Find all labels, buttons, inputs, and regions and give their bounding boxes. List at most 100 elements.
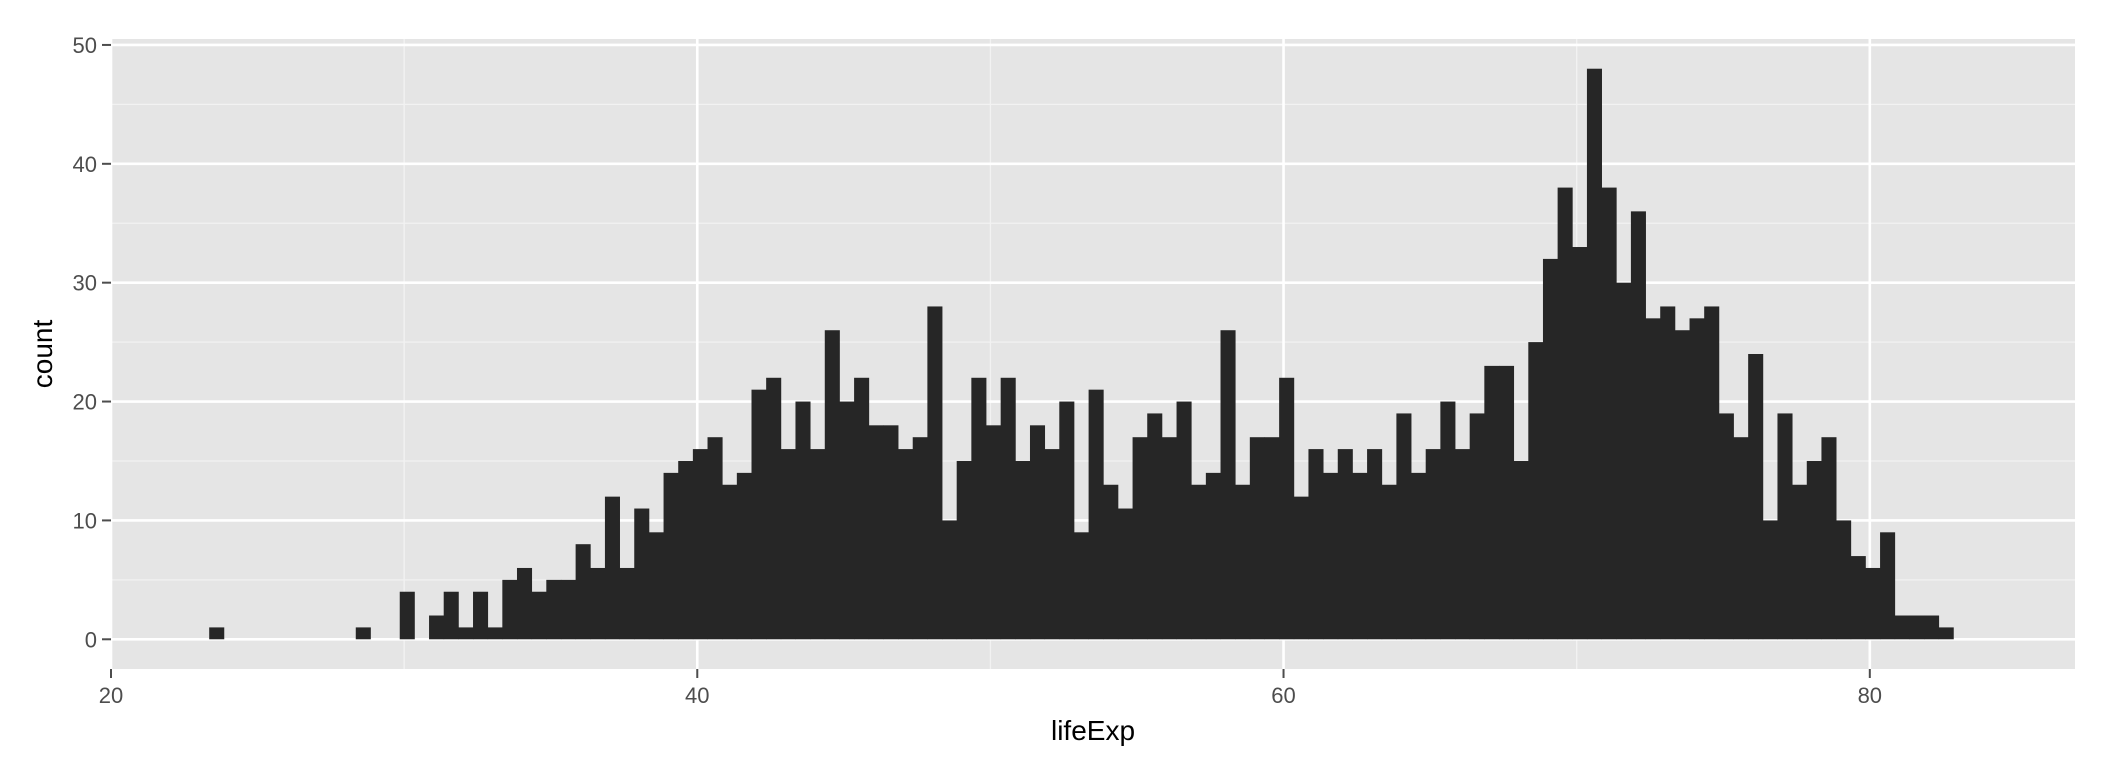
histogram-bar bbox=[1616, 282, 1632, 640]
histogram-bar bbox=[1367, 449, 1383, 640]
histogram-bar bbox=[1645, 318, 1661, 640]
histogram-bar bbox=[1103, 484, 1119, 640]
histogram-bar bbox=[1674, 330, 1690, 640]
histogram-bar bbox=[1806, 460, 1822, 640]
histogram-bar bbox=[1323, 472, 1339, 640]
histogram-bar bbox=[1029, 425, 1046, 640]
x-axis: 20 40 60 80 bbox=[99, 669, 1882, 708]
histogram-bar bbox=[751, 389, 767, 640]
x-axis-title: lifeExp bbox=[1051, 715, 1135, 746]
y-axis: 0 10 20 30 40 50 bbox=[73, 33, 111, 652]
histogram-bar bbox=[1924, 615, 1940, 640]
histogram-bar bbox=[1000, 377, 1016, 640]
histogram-bar bbox=[1498, 365, 1515, 640]
histogram-bar bbox=[1264, 437, 1280, 640]
histogram-bar bbox=[1337, 449, 1353, 640]
histogram-bar bbox=[1850, 556, 1866, 640]
histogram-bar bbox=[1220, 330, 1236, 640]
histogram-bar bbox=[1249, 437, 1265, 640]
x-tick-label: 20 bbox=[99, 683, 123, 708]
histogram-bar bbox=[927, 306, 943, 640]
histogram-bar bbox=[824, 330, 840, 640]
histogram-bar bbox=[429, 615, 445, 640]
histogram-bar bbox=[1762, 520, 1778, 640]
histogram-bar bbox=[707, 437, 723, 640]
histogram-bar bbox=[1015, 460, 1031, 640]
y-tick-label: 30 bbox=[73, 271, 97, 296]
histogram-bar bbox=[1601, 187, 1617, 640]
histogram-bar bbox=[1909, 615, 1925, 640]
histogram-bar bbox=[1777, 413, 1793, 640]
histogram-bar bbox=[1836, 520, 1852, 640]
histogram-bar bbox=[854, 377, 870, 640]
y-tick-label: 50 bbox=[73, 33, 97, 58]
histogram-bar bbox=[1293, 496, 1309, 640]
histogram-bar bbox=[942, 520, 958, 640]
histogram-bar bbox=[1352, 472, 1368, 640]
histogram-bar bbox=[810, 449, 826, 640]
histogram-bar bbox=[590, 567, 606, 640]
histogram-bar bbox=[839, 401, 855, 640]
histogram-bar bbox=[956, 460, 972, 640]
histogram-bar bbox=[1235, 484, 1251, 640]
histogram-bar bbox=[1279, 377, 1295, 640]
histogram-bar bbox=[443, 591, 459, 640]
histogram-bar bbox=[1880, 532, 1896, 640]
histogram-bar bbox=[355, 627, 371, 640]
histogram-bar bbox=[795, 401, 811, 640]
histogram-bar bbox=[1630, 211, 1646, 640]
histogram-bar bbox=[1660, 306, 1676, 640]
histogram-bar bbox=[868, 425, 884, 640]
histogram-bar bbox=[1073, 532, 1090, 640]
histogram-bar bbox=[1205, 472, 1221, 640]
histogram-bar bbox=[1088, 389, 1104, 640]
histogram-bar bbox=[912, 437, 928, 640]
histogram-bar bbox=[516, 567, 533, 640]
histogram-bar bbox=[1704, 306, 1720, 640]
histogram-bar bbox=[1381, 484, 1397, 640]
histogram-bar bbox=[648, 532, 664, 640]
histogram-bar bbox=[1308, 449, 1324, 640]
histogram-bar bbox=[1513, 460, 1529, 640]
histogram-bar bbox=[560, 579, 577, 640]
histogram-bar bbox=[1718, 413, 1734, 640]
histogram-bar bbox=[898, 449, 914, 640]
histogram-bar bbox=[458, 627, 474, 640]
histogram-bar bbox=[619, 567, 635, 640]
histogram-bar bbox=[692, 449, 708, 640]
histogram-bar bbox=[1748, 354, 1764, 640]
histogram-bar bbox=[780, 449, 796, 640]
histogram-bar bbox=[1484, 365, 1500, 640]
histogram-bar bbox=[1411, 472, 1427, 640]
histogram-bar bbox=[1469, 413, 1485, 640]
histogram-bar bbox=[502, 579, 518, 640]
y-axis-title: count bbox=[27, 320, 58, 389]
histogram-bar bbox=[487, 627, 503, 640]
histogram-bar bbox=[1542, 258, 1559, 640]
y-tick-label: 10 bbox=[73, 508, 97, 533]
histogram-bar bbox=[604, 496, 620, 640]
x-tick-label: 40 bbox=[685, 683, 709, 708]
histogram-bar bbox=[1161, 437, 1177, 640]
histogram-bar bbox=[1792, 484, 1808, 640]
y-tick-label: 40 bbox=[73, 152, 97, 177]
histogram-bar bbox=[1894, 615, 1910, 640]
histogram-bar bbox=[678, 460, 694, 640]
histogram-bar bbox=[1689, 318, 1705, 640]
histogram-bar bbox=[1557, 187, 1573, 640]
histogram-bar bbox=[1191, 484, 1207, 640]
histogram-bar bbox=[1044, 449, 1060, 640]
histogram-bar bbox=[575, 544, 591, 640]
histogram-bar bbox=[1176, 401, 1192, 640]
histogram-bar bbox=[1440, 401, 1456, 640]
histogram-bar bbox=[663, 472, 679, 640]
histogram-bar bbox=[766, 377, 782, 640]
histogram-bar bbox=[1396, 413, 1412, 640]
histogram-bar bbox=[634, 508, 650, 640]
histogram-bar bbox=[1147, 413, 1163, 640]
histogram-bar bbox=[1572, 247, 1588, 640]
histogram-bar bbox=[1821, 437, 1837, 640]
histogram-bar bbox=[1059, 401, 1075, 640]
histogram-bar bbox=[473, 591, 489, 640]
